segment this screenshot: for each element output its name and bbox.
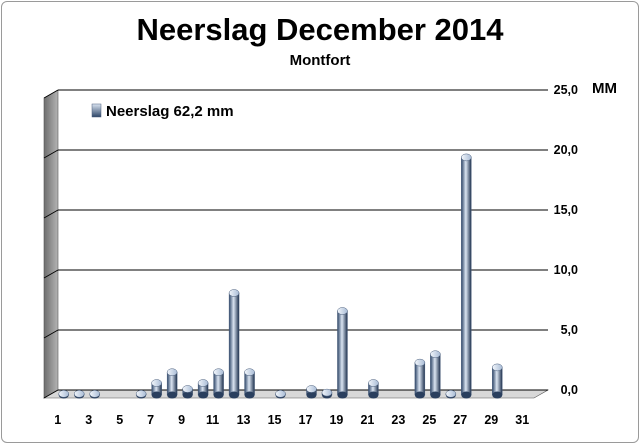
legend-swatch	[91, 103, 102, 118]
y-tick-label: 0,0	[561, 383, 578, 397]
chart-subtitle: Montfort	[289, 52, 351, 69]
bar-base	[244, 391, 255, 399]
bar-cap	[275, 390, 286, 398]
x-tick-label: 3	[85, 413, 92, 427]
side-wall	[43, 89, 59, 399]
y-tick-label: 25,0	[554, 83, 578, 97]
bar-cap	[244, 368, 255, 376]
bar-base	[368, 391, 379, 399]
bar-cap	[461, 153, 472, 162]
bar-base	[167, 391, 178, 399]
bar-day-3	[89, 390, 100, 399]
floor	[42, 389, 550, 399]
bar-day-11	[213, 368, 224, 399]
bar-day-8	[166, 368, 178, 399]
bar-cap	[166, 368, 178, 376]
bar-body	[430, 354, 441, 396]
bar-day-13	[244, 368, 255, 399]
x-tick-label: 27	[453, 413, 467, 427]
bar-base	[306, 391, 317, 399]
bar-body	[228, 292, 240, 396]
y-tick-label: 5,0	[561, 323, 578, 337]
x-tick-label: 5	[116, 413, 123, 427]
bar-base	[492, 391, 503, 399]
y-tick-label: 10,0	[554, 263, 578, 277]
bar-body	[461, 157, 472, 396]
bar-base	[461, 391, 472, 399]
bar-cap	[306, 385, 317, 393]
gridline-depth	[43, 269, 59, 279]
bar-cap	[321, 388, 333, 397]
bar-cap	[135, 390, 147, 398]
y-tick-label: 20,0	[554, 143, 578, 157]
bar-day-9	[182, 385, 193, 399]
bar-cap	[492, 363, 503, 372]
bar-body	[492, 367, 503, 396]
bar-day-15	[275, 390, 286, 399]
x-tick-label: 15	[268, 413, 282, 427]
y-axis-unit-label: MM	[592, 80, 617, 97]
x-tick-label: 11	[206, 413, 219, 427]
bar-base	[213, 391, 224, 399]
bar-cap	[58, 390, 69, 398]
bar-base	[182, 391, 193, 399]
gridline-depth	[43, 389, 59, 399]
x-tick-label: 31	[515, 413, 529, 427]
bar-day-12	[228, 289, 240, 399]
bar-day-2	[73, 390, 85, 399]
bar-day-25	[430, 350, 441, 399]
bar-day-21	[368, 379, 379, 399]
gridline-depth	[43, 329, 59, 339]
bar-base	[337, 391, 348, 399]
legend-label: Neerslag 62,2 mm	[106, 103, 234, 120]
bar-day-29	[492, 363, 503, 399]
y-tick-label: 15,0	[554, 203, 578, 217]
bar-day-18	[321, 388, 333, 399]
x-tick-label: 13	[237, 413, 251, 427]
bar-day-6	[135, 390, 147, 399]
x-tick-label: 9	[178, 413, 185, 427]
bar-day-17	[306, 385, 317, 399]
bar-cap	[414, 358, 426, 367]
bar-day-26	[445, 390, 457, 399]
bar-body	[414, 362, 426, 396]
bar-base	[198, 391, 209, 399]
bar-cap	[213, 368, 224, 376]
bar-base	[414, 391, 425, 399]
bar-body	[337, 310, 348, 396]
bar-cap	[151, 379, 162, 387]
x-tick-label: 23	[391, 413, 405, 427]
bar-cap	[197, 379, 209, 387]
bar-base	[229, 391, 240, 399]
x-tick-label: 21	[360, 413, 374, 427]
gridline-depth	[43, 149, 59, 159]
bar-day-1	[58, 390, 69, 399]
x-tick-label: 17	[299, 413, 313, 427]
bar-cap	[445, 390, 457, 398]
bar-cap	[337, 307, 348, 315]
bar-day-10	[197, 379, 209, 399]
bar-base	[430, 391, 441, 399]
x-tick-label: 19	[329, 413, 343, 427]
gridline-depth	[43, 209, 59, 219]
bar-base	[151, 391, 162, 399]
bar-cap	[182, 385, 193, 393]
bar-cap	[368, 379, 379, 387]
bar-cap	[228, 289, 240, 297]
x-tick-label: 7	[147, 413, 154, 427]
bar-day-7	[151, 379, 162, 399]
chart-title: Neerslag December 2014	[136, 12, 504, 47]
x-tick-label: 1	[54, 413, 61, 427]
gridline-depth	[43, 89, 59, 99]
bar-cap	[89, 390, 100, 398]
bar-cap	[73, 390, 85, 398]
x-tick-label: 25	[422, 413, 436, 427]
bar-cap	[430, 350, 441, 358]
bar-day-27	[461, 153, 472, 399]
bar-day-19	[337, 307, 348, 399]
bar-day-24	[414, 358, 426, 399]
x-tick-label: 29	[484, 413, 498, 427]
